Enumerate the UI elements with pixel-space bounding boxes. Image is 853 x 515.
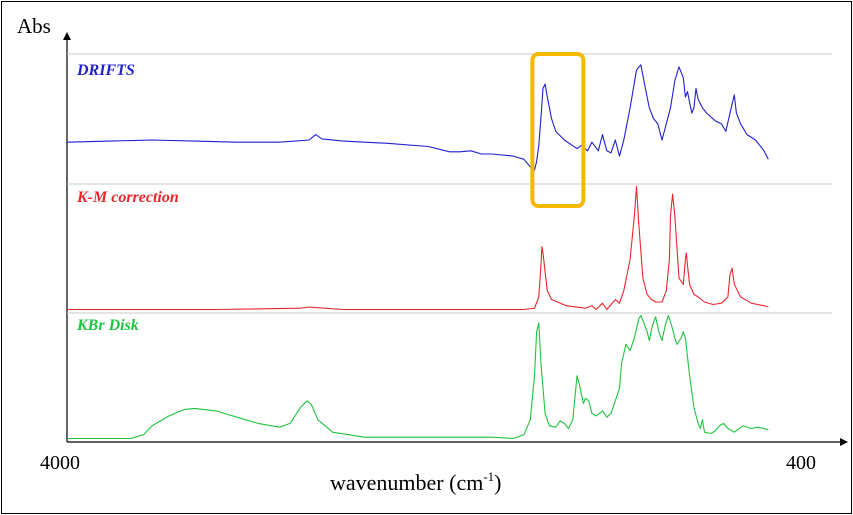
x-tick-400: 400: [786, 452, 816, 474]
x-axis-label-text: wavenumber (cm: [330, 470, 484, 495]
series-label-km-correction: K-M correction: [77, 189, 179, 206]
series-label-drifts: DRIFTS: [77, 62, 135, 79]
x-axis-label: wavenumber (cm-1): [330, 469, 502, 496]
x-axis-arrow: [840, 438, 848, 446]
spectra-traces: [66, 64, 769, 440]
y-axis-label: Abs: [17, 14, 51, 38]
series-label-kbr-disk: KBr Disk: [77, 317, 139, 334]
highlight-group: [530, 52, 586, 208]
y-axis-arrow: [63, 32, 71, 40]
x-axis-label-exponent: -1: [483, 469, 495, 484]
highlight-box: [530, 52, 586, 208]
series-line-1: [67, 185, 769, 311]
series-line-0: [66, 64, 769, 171]
x-tick-4000: 4000: [40, 452, 80, 474]
x-axis-label-close: ): [494, 470, 502, 495]
series-line-2: [67, 314, 769, 440]
panel-separators: [67, 53, 832, 314]
axes: [63, 32, 848, 446]
